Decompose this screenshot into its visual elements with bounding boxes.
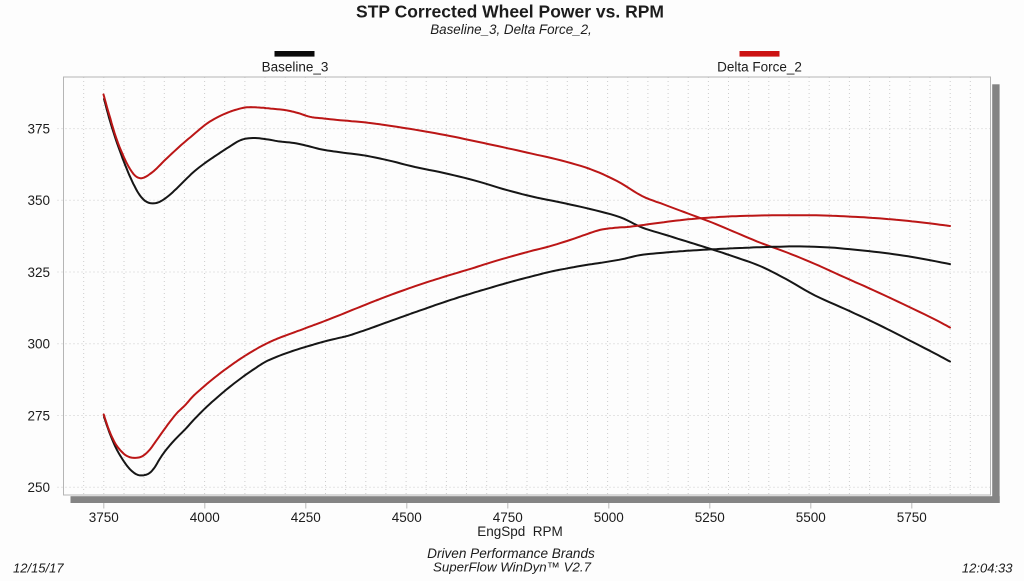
svg-text:5500: 5500 [796, 510, 826, 525]
svg-text:4250: 4250 [291, 510, 321, 525]
svg-text:12/15/17: 12/15/17 [13, 561, 64, 576]
svg-text:325: 325 [27, 265, 50, 280]
svg-text:4750: 4750 [493, 510, 523, 525]
svg-text:STP Corrected Wheel Power vs.: STP Corrected Wheel Power vs. RPM [356, 2, 664, 22]
svg-text:5250: 5250 [695, 510, 725, 525]
svg-text:250: 250 [27, 480, 50, 495]
svg-text:3750: 3750 [89, 510, 119, 525]
svg-text:Delta Force_2: Delta Force_2 [717, 60, 802, 75]
svg-text:300: 300 [27, 337, 50, 352]
svg-text:EngSpd RPM: EngSpd RPM [477, 524, 563, 539]
svg-text:Baseline_3: Baseline_3 [262, 60, 329, 75]
svg-text:350: 350 [27, 193, 50, 208]
svg-text:12:04:33: 12:04:33 [962, 561, 1013, 576]
svg-text:4500: 4500 [392, 510, 422, 525]
svg-text:Baseline_3, Delta Force_2,: Baseline_3, Delta Force_2, [430, 22, 592, 37]
svg-text:275: 275 [27, 408, 50, 423]
svg-text:4000: 4000 [190, 510, 220, 525]
svg-text:5000: 5000 [594, 510, 624, 525]
svg-text:375: 375 [27, 121, 50, 136]
svg-text:SuperFlow WinDyn™ V2.7: SuperFlow WinDyn™ V2.7 [433, 560, 592, 575]
svg-text:5750: 5750 [897, 510, 927, 525]
svg-text:Driven Performance Brands: Driven Performance Brands [427, 546, 595, 561]
